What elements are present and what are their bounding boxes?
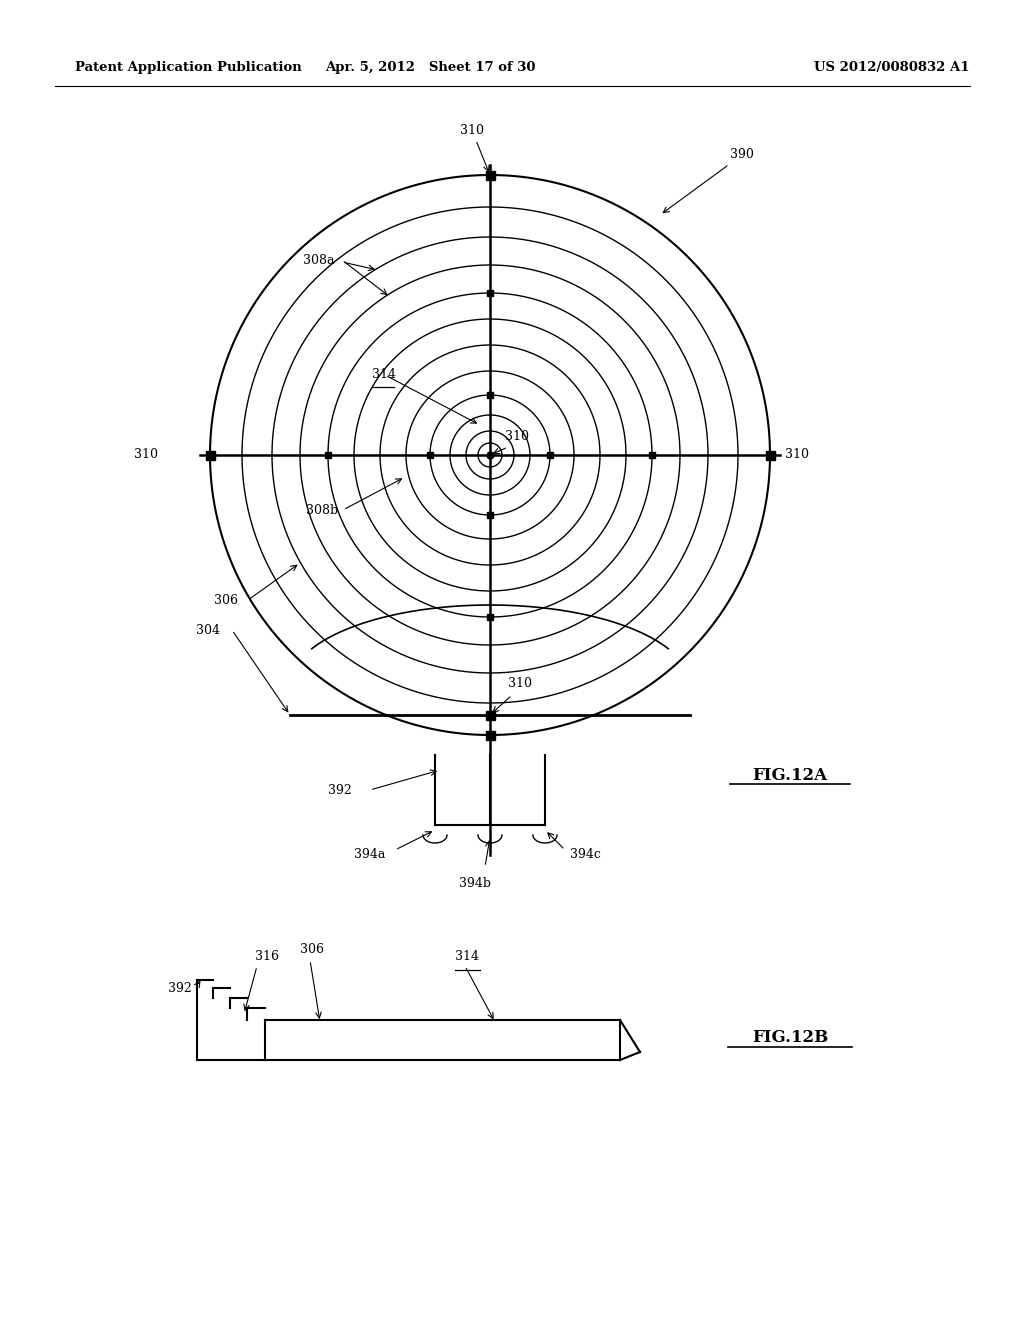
Bar	[766, 450, 774, 459]
Text: 306: 306	[214, 594, 238, 606]
Text: 392: 392	[168, 982, 193, 994]
Text: Apr. 5, 2012   Sheet 17 of 30: Apr. 5, 2012 Sheet 17 of 30	[325, 62, 536, 74]
Text: 304: 304	[196, 623, 220, 636]
Text: 316: 316	[255, 950, 279, 964]
Bar	[427, 451, 433, 458]
Text: 394c: 394c	[570, 849, 601, 862]
Bar	[547, 451, 553, 458]
Bar	[485, 710, 495, 719]
Text: 310: 310	[505, 430, 529, 444]
Bar	[649, 451, 655, 458]
Bar	[206, 450, 214, 459]
Text: 310: 310	[785, 449, 809, 462]
Text: 310: 310	[508, 677, 532, 690]
Text: 392: 392	[329, 784, 352, 796]
Text: 314: 314	[372, 368, 396, 381]
Bar	[485, 170, 495, 180]
Bar	[487, 290, 493, 296]
Text: 306: 306	[300, 942, 324, 956]
Text: 394a: 394a	[353, 849, 385, 862]
Bar	[325, 451, 331, 458]
Text: FIG.12A: FIG.12A	[753, 767, 827, 784]
Text: 390: 390	[664, 149, 754, 213]
Text: US 2012/0080832 A1: US 2012/0080832 A1	[814, 62, 970, 74]
Text: 394b: 394b	[459, 876, 490, 890]
Text: 308b: 308b	[306, 503, 338, 516]
Bar	[487, 512, 493, 517]
Text: FIG.12B: FIG.12B	[752, 1030, 828, 1047]
Bar	[487, 392, 493, 399]
Text: 314: 314	[455, 950, 479, 964]
Bar	[485, 730, 495, 739]
Text: Patent Application Publication: Patent Application Publication	[75, 62, 302, 74]
Text: 310: 310	[460, 124, 489, 172]
Text: 308a: 308a	[303, 253, 335, 267]
Text: 310: 310	[134, 449, 158, 462]
Bar	[487, 614, 493, 620]
